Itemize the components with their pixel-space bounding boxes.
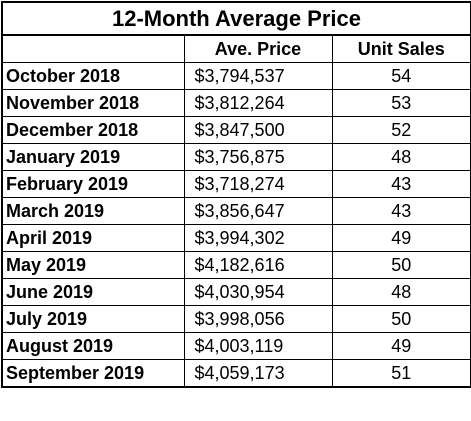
table-title: 12-Month Average Price [1,1,471,36]
unit-sales-cell: 51 [331,359,471,388]
average-price-cell: $4,003,119 [183,332,333,360]
unit-sales-cell: 49 [331,224,471,252]
month-cell: November 2018 [1,89,185,117]
table-row: August 2019 $4,003,119 49 [1,332,471,360]
unit-sales-cell: 50 [331,305,471,333]
title-row: 12-Month Average Price [1,1,471,36]
average-price-cell: $4,059,173 [183,359,333,388]
unit-sales-cell: 49 [331,332,471,360]
month-cell: March 2019 [1,197,185,225]
unit-sales-cell: 50 [331,251,471,279]
table-row: March 2019 $3,856,647 43 [1,197,471,225]
average-price-cell: $4,030,954 [183,278,333,306]
average-price-cell: $3,994,302 [183,224,333,252]
month-cell: August 2019 [1,332,185,360]
unit-sales-cell: 43 [331,197,471,225]
table-body: October 2018 $3,794,537 54 November 2018 $3,… [1,62,471,388]
average-price-cell: $3,756,875 [183,143,333,171]
header-ave-price: Ave. Price [183,34,333,63]
average-price-cell: $3,847,500 [183,116,333,144]
table-row: April 2019 $3,994,302 49 [1,224,471,252]
table-row: February 2019 $3,718,274 43 [1,170,471,198]
unit-sales-cell: 48 [331,278,471,306]
average-price-cell: $3,718,274 [183,170,333,198]
average-price-cell: $3,998,056 [183,305,333,333]
month-cell: December 2018 [1,116,185,144]
table-row: December 2018 $3,847,500 52 [1,116,471,144]
average-price-cell: $4,182,616 [183,251,333,279]
unit-sales-cell: 43 [331,170,471,198]
average-price-cell: $3,812,264 [183,89,333,117]
table-row: May 2019 $4,182,616 50 [1,251,471,279]
unit-sales-cell: 54 [331,62,471,90]
month-cell: May 2019 [1,251,185,279]
header-unit-sales: Unit Sales [331,34,471,63]
month-cell: January 2019 [1,143,185,171]
month-cell: February 2019 [1,170,185,198]
table-row: November 2018 $3,812,264 53 [1,89,471,117]
unit-sales-cell: 53 [331,89,471,117]
table-row: October 2018 $3,794,537 54 [1,62,471,90]
table-row: January 2019 $3,756,875 48 [1,143,471,171]
average-price-cell: $3,794,537 [183,62,333,90]
table-row: July 2019 $3,998,056 50 [1,305,471,333]
month-cell: September 2019 [1,359,185,388]
unit-sales-cell: 52 [331,116,471,144]
average-price-table: 12-Month Average Price Ave. Price Unit S… [1,1,471,388]
header-row: Ave. Price Unit Sales [1,34,471,63]
month-cell: October 2018 [1,62,185,90]
month-cell: July 2019 [1,305,185,333]
table-row: June 2019 $4,030,954 48 [1,278,471,306]
month-cell: June 2019 [1,278,185,306]
table-row: September 2019 $4,059,173 51 [1,359,471,388]
month-cell: April 2019 [1,224,185,252]
header-month [1,34,185,63]
unit-sales-cell: 48 [331,143,471,171]
average-price-cell: $3,856,647 [183,197,333,225]
